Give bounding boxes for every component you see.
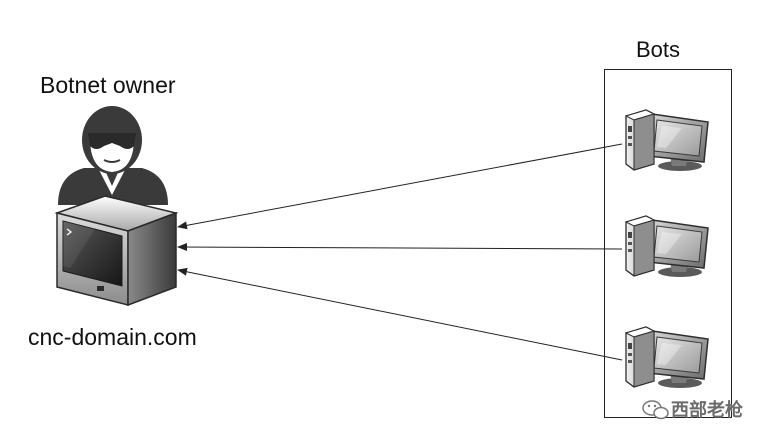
cnc-server-label: cnc-domain.com <box>28 324 197 350</box>
cnc-server-icon <box>54 195 179 307</box>
wechat-logo-icon <box>642 400 669 420</box>
watermark-text: 西部老枪 <box>671 399 743 420</box>
bots-label: Bots <box>636 37 680 62</box>
bot-computer-icon <box>625 109 709 172</box>
owner-label: Botnet owner <box>40 72 176 98</box>
connection-arrow-bot-1 <box>177 143 623 230</box>
hacker-icon <box>58 106 168 205</box>
bots-group-box <box>604 69 732 418</box>
connection-arrow-bot-2 <box>177 243 623 252</box>
bot-computer-icon <box>625 215 709 278</box>
connection-arrow-bot-3 <box>177 267 623 361</box>
bot-computer-icon <box>625 326 709 389</box>
watermark: 西部老枪 <box>642 399 743 420</box>
